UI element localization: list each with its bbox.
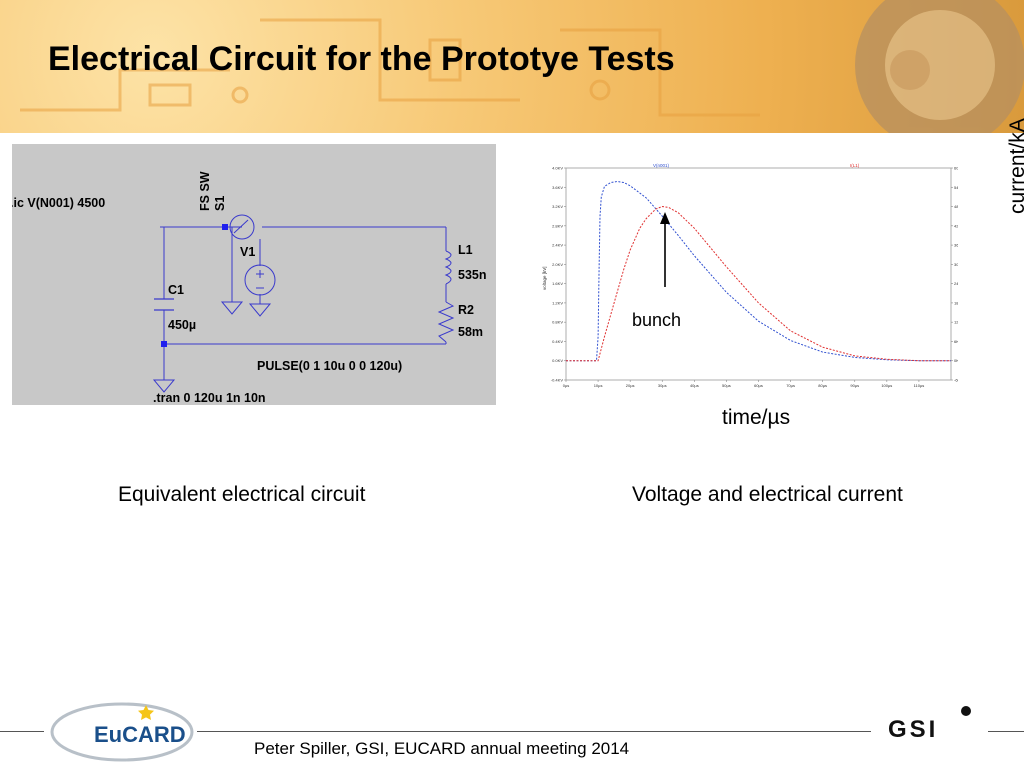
ground-symbols	[152, 301, 272, 393]
y2-tick-label: -6KA	[954, 378, 958, 383]
y2-tick-label: 6KA	[954, 339, 958, 344]
plot-caption: Voltage and electrical current	[632, 483, 903, 506]
circuit-schematic: .ic V(N001) 4500 .tran 0 120u 1n 10n PUL…	[12, 144, 496, 405]
y-tick-label: 0.4KV	[552, 339, 563, 344]
y-tick-label: 1.6KV	[552, 281, 563, 286]
x-tick-label: 80µs	[818, 383, 827, 388]
header-banner: Electrical Circuit for the Prototye Test…	[0, 0, 1024, 133]
y-tick-label: 2.8KV	[552, 223, 563, 228]
gsi-logo-text: GSI	[888, 716, 938, 743]
source-label: V1	[240, 245, 255, 259]
y2-tick-label: 18KA	[954, 300, 958, 305]
y-tick-label: 3.2KV	[552, 204, 563, 209]
eucard-logo-text: EuCARD	[94, 722, 186, 747]
y2-tick-label: 24KA	[954, 281, 958, 286]
page-title: Electrical Circuit for the Prototye Test…	[48, 40, 675, 78]
gsi-dot-icon	[961, 706, 971, 716]
y-tick-label: 2.0KV	[552, 262, 563, 267]
y2-tick-label: 30KA	[954, 262, 958, 267]
x-tick-label: 30µs	[658, 383, 667, 388]
legend-voltage: V(n001)	[653, 163, 670, 168]
x-tick-label: 70µs	[786, 383, 795, 388]
resistor-symbol	[437, 301, 455, 343]
banner-photo	[855, 0, 1024, 133]
x-tick-label: 60µs	[754, 383, 763, 388]
tran-directive: .tran 0 120u 1n 10n	[153, 391, 266, 405]
current-series-line	[566, 205, 951, 362]
footer-rule-left	[0, 731, 44, 732]
y2-tick-label: 48KA	[954, 204, 958, 209]
circuit-caption: Equivalent electrical circuit	[118, 483, 366, 506]
x-tick-label: 40µs	[690, 383, 699, 388]
simulation-plot: 0µs 10µs 20µs 30µs 40µs 50µs 60µs 70µs 80µs 90µs 1…	[542, 163, 958, 389]
plot-ticks: 0µs 10µs 20µs 30µs 40µs 50µs 60µs 70µs 80µs 90µs 1…	[551, 166, 958, 389]
inductor-value: 535n	[458, 268, 487, 282]
footer-rule-center	[197, 731, 871, 732]
x-tick-label: 10µs	[594, 383, 603, 388]
circuit-nodes	[161, 224, 228, 347]
circuit-drawing: .ic V(N001) 4500 .tran 0 120u 1n 10n PUL…	[12, 171, 487, 405]
ic-directive: .ic V(N001) 4500	[12, 196, 105, 210]
y2-axis-label: current/kA	[1006, 118, 1024, 214]
banner-decoration	[20, 0, 1024, 133]
footer-rule-right	[988, 731, 1024, 732]
y-tick-label: 0.8KV	[552, 320, 563, 325]
circuit-wires	[160, 226, 447, 380]
y-tick-label: 2.4KV	[552, 243, 563, 248]
y-tick-label: -0.4KV	[551, 378, 564, 383]
switch-name-label: S1	[213, 196, 227, 211]
plot-frame	[565, 167, 952, 381]
x-tick-label: 110µs	[914, 383, 925, 388]
star-icon	[138, 705, 154, 720]
footer-text: Peter Spiller, GSI, EUCARD annual meetin…	[254, 739, 630, 758]
y2-tick-label: 36KA	[954, 243, 958, 248]
capacitor-symbol	[154, 298, 174, 311]
y-tick-label: 0.0KV	[552, 358, 563, 363]
y-tick-label: 3.6KV	[552, 185, 563, 190]
voltage-source-symbol	[244, 264, 276, 296]
y-tick-label: 1.2KV	[552, 300, 563, 305]
inductor-label: L1	[458, 243, 473, 257]
y2-tick-label: 0KA	[954, 358, 958, 363]
voltage-series-line	[566, 180, 951, 362]
x-tick-label: 100µs	[881, 383, 892, 388]
y2-tick-label: 60KA	[954, 166, 958, 171]
capacitor-label: C1	[168, 283, 184, 297]
y-tick-label: 4.0KV	[552, 166, 563, 171]
inductor-symbol	[444, 250, 452, 285]
capacitor-value: 450µ	[168, 318, 196, 332]
y2-tick-label: 12KA	[954, 320, 958, 325]
legend-current: I(L1)	[850, 163, 860, 168]
x-tick-label: 90µs	[850, 383, 859, 388]
y-axis-inner-label: voltage [kV]	[542, 266, 547, 290]
switch-symbol	[229, 214, 255, 240]
gsi-logo: GSI	[886, 706, 974, 743]
resistor-label: R2	[458, 303, 474, 317]
switch-model-label: FS SW	[198, 171, 212, 211]
x-tick-label: 0µs	[563, 383, 570, 388]
bunch-arrow-head	[660, 212, 670, 224]
y2-tick-label: 42KA	[954, 223, 958, 228]
x-axis-label: time/µs	[722, 406, 791, 429]
x-tick-label: 20µs	[626, 383, 635, 388]
resistor-value: 58m	[458, 325, 483, 339]
x-tick-label: 50µs	[722, 383, 731, 388]
y2-tick-label: 54KA	[954, 185, 958, 190]
eucard-logo: EuCARD	[50, 702, 194, 762]
bunch-annotation: bunch	[632, 310, 681, 330]
pulse-value: PULSE(0 1 10u 0 0 120u)	[257, 359, 402, 373]
